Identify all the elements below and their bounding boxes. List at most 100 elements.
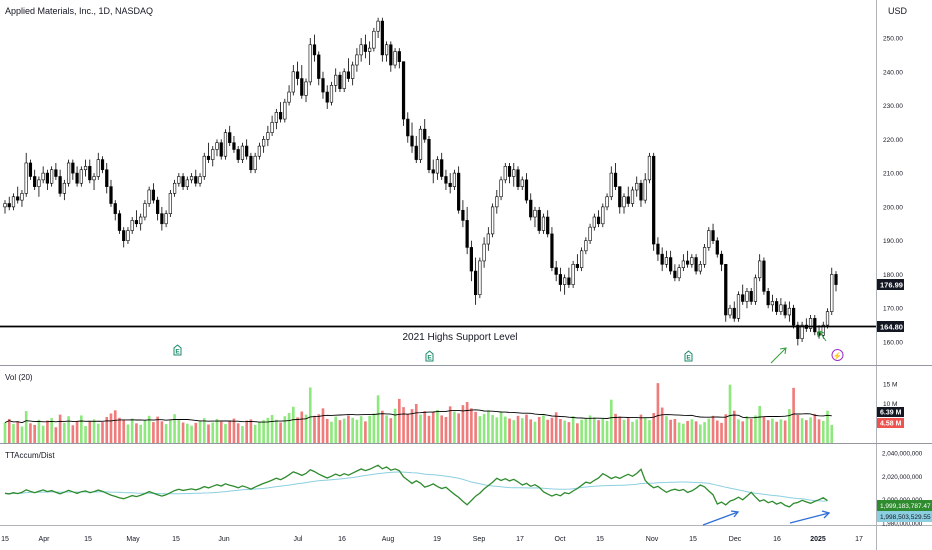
volume-bar — [580, 419, 583, 443]
svg-text:176.99: 176.99 — [880, 281, 903, 290]
time-axis-label: Jul — [294, 536, 303, 543]
candle-body — [626, 196, 630, 204]
volume-bar — [177, 419, 181, 443]
lightning-event-icon[interactable]: ⚡ — [831, 349, 844, 361]
candle-body — [813, 318, 817, 333]
volume-bar — [7, 418, 11, 443]
accum-ma-tag: 1,998,503,529.55 — [877, 511, 932, 522]
price-tick-label: 210.00 — [883, 171, 903, 178]
volume-bar — [448, 406, 452, 443]
candle-body — [715, 240, 719, 255]
volume-bar — [703, 422, 706, 443]
volume-bar — [33, 424, 36, 443]
volume-bar — [546, 419, 550, 443]
candle-body — [329, 84, 334, 103]
svg-text:164.80: 164.80 — [880, 323, 903, 332]
volume-bar — [673, 418, 677, 443]
volume-bar — [325, 418, 329, 443]
candle-body — [79, 169, 83, 184]
candle-body — [486, 233, 490, 245]
volume-bar — [253, 424, 257, 443]
volume-bar — [652, 413, 656, 443]
candle-body — [262, 139, 266, 147]
candle-body — [147, 189, 151, 204]
volume-bar — [29, 423, 32, 443]
volume-bar — [720, 422, 723, 443]
volume-bar — [771, 418, 774, 443]
volume-bar — [576, 423, 579, 443]
volume-bar — [622, 419, 626, 443]
candle-body — [376, 20, 380, 32]
volume-bar — [660, 407, 664, 443]
green-arrow-annotation — [817, 330, 827, 342]
volume-pane-title: Vol (20) — [5, 373, 33, 382]
candle-body — [274, 112, 278, 123]
candle-body — [808, 318, 813, 329]
blue-arrow-annotation — [702, 510, 740, 526]
candle-body — [719, 253, 724, 265]
earnings-marker[interactable]: E — [425, 350, 434, 362]
volume-bar — [665, 416, 668, 443]
volume-bar — [631, 421, 634, 443]
candle-body — [126, 230, 130, 241]
candle-body — [28, 162, 33, 177]
volume-bar — [406, 413, 410, 443]
volume-bar — [826, 410, 829, 443]
last-price-tag: 176.99 — [877, 279, 904, 290]
volume-tick-label: 10 M — [883, 401, 897, 408]
volume-bar — [330, 421, 333, 443]
volume-bar — [173, 414, 176, 443]
volume-bar — [732, 410, 736, 443]
earnings-marker[interactable]: E — [173, 344, 182, 356]
candle-body — [181, 176, 185, 187]
earnings-marker[interactable]: E — [684, 350, 693, 362]
candle-body — [368, 47, 372, 52]
volume-bar — [559, 418, 562, 443]
candle-body — [503, 166, 507, 181]
volume-bar — [147, 415, 151, 443]
candle-body — [228, 132, 232, 144]
candle-body — [596, 216, 601, 225]
volume-bar — [185, 423, 189, 443]
volume-bar — [597, 420, 600, 443]
candle-body — [749, 291, 753, 302]
candle-body — [825, 311, 830, 326]
volume-bar — [313, 415, 316, 443]
time-axis-label: Aug — [382, 536, 395, 543]
candle-body — [601, 206, 605, 225]
volume-bar — [491, 415, 494, 443]
volume-bar — [643, 417, 647, 443]
candle-body — [652, 155, 656, 245]
candle-body — [732, 307, 736, 319]
candle-body — [198, 176, 202, 184]
volume-bar — [24, 411, 28, 443]
candle-body — [605, 196, 609, 208]
candle-body — [618, 186, 622, 208]
volume-bar — [656, 383, 660, 443]
candle-body — [321, 78, 325, 93]
candle-body — [33, 176, 37, 187]
candle-body — [550, 233, 554, 268]
volume-bar — [686, 420, 689, 443]
volume-bar — [20, 426, 24, 443]
volume-bar — [287, 413, 291, 443]
candle-body — [529, 199, 533, 218]
candle-body — [266, 132, 270, 140]
candle-body — [406, 118, 410, 137]
currency-label[interactable]: USD — [888, 6, 908, 16]
candle-body — [639, 182, 643, 201]
candle-body — [830, 274, 834, 312]
volume-bar — [368, 415, 371, 443]
volume-bar — [101, 422, 104, 443]
candle-body — [346, 71, 351, 79]
candle-body — [240, 145, 245, 160]
candle-body — [257, 145, 262, 157]
candle-body — [414, 145, 418, 160]
time-axis: 15 Apr 15 May 15 Jun Jul 16 Aug 19 Sep 17 Oct 15 Nov 15… — [1, 536, 863, 543]
volume-bar — [342, 418, 346, 443]
volume-bar — [737, 419, 740, 443]
candle-body — [380, 20, 384, 56]
volume-bar — [334, 416, 338, 443]
volume-bar — [588, 415, 592, 443]
candle-body — [270, 122, 274, 133]
